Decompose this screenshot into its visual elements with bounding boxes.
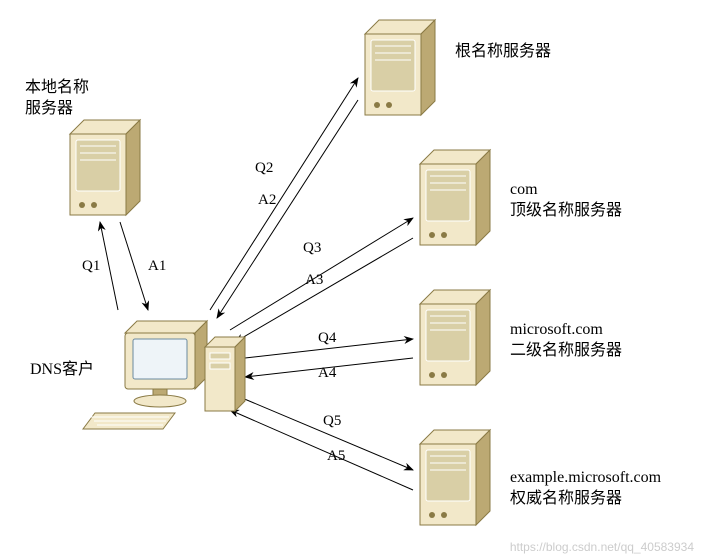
edge-label-a2: A2 <box>258 192 276 209</box>
edge-label-a4: A4 <box>318 365 336 382</box>
edge-label-q4: Q4 <box>318 330 336 347</box>
server-local <box>70 120 140 215</box>
arrow-a5 <box>230 410 413 490</box>
arrow-q2 <box>210 78 358 310</box>
edge-label-q1: Q1 <box>82 258 100 275</box>
server-microsoft <box>420 290 490 385</box>
edge-label-a1: A1 <box>148 258 166 275</box>
dns-client-computer <box>83 321 245 429</box>
arrow-a3 <box>235 238 413 342</box>
node-label-com: com顶级名称服务器 <box>510 180 622 222</box>
node-label-local: 本地名称服务器 <box>25 78 89 120</box>
edge-label-a5: A5 <box>327 448 345 465</box>
server-com <box>420 150 490 245</box>
edge-label-q3: Q3 <box>303 240 321 257</box>
arrow-a2 <box>217 100 358 318</box>
node-label-client: DNS客户 <box>30 360 94 381</box>
server-example <box>420 430 490 525</box>
edge-label-q2: Q2 <box>255 160 273 177</box>
arrow-q5 <box>235 395 413 470</box>
node-label-microsoft: microsoft.com二级名称服务器 <box>510 320 622 362</box>
watermark-text: https://blog.csdn.net/qq_40583934 <box>510 540 694 554</box>
node-label-example: example.microsoft.com权威名称服务器 <box>510 468 661 510</box>
server-root <box>365 20 435 115</box>
arrow-q1 <box>100 222 118 310</box>
node-label-root: 根名称服务器 <box>455 42 551 63</box>
edge-label-q5: Q5 <box>323 413 341 430</box>
arrow-a1 <box>120 222 148 310</box>
edge-label-a3: A3 <box>305 272 323 289</box>
